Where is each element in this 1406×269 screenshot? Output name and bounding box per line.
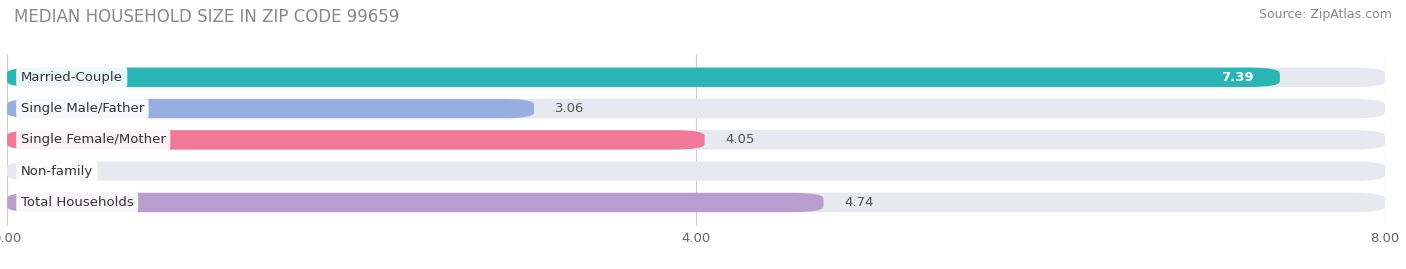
FancyBboxPatch shape	[7, 161, 1385, 181]
FancyBboxPatch shape	[7, 68, 1385, 87]
FancyBboxPatch shape	[7, 193, 824, 212]
FancyBboxPatch shape	[7, 130, 704, 150]
FancyBboxPatch shape	[7, 99, 1385, 118]
FancyBboxPatch shape	[7, 130, 1385, 150]
Text: 0.00: 0.00	[28, 165, 58, 178]
Text: Married-Couple: Married-Couple	[21, 71, 122, 84]
Text: Single Female/Mother: Single Female/Mother	[21, 133, 166, 146]
FancyBboxPatch shape	[7, 68, 1279, 87]
Text: Non-family: Non-family	[21, 165, 93, 178]
FancyBboxPatch shape	[7, 99, 534, 118]
Text: Total Households: Total Households	[21, 196, 134, 209]
Text: MEDIAN HOUSEHOLD SIZE IN ZIP CODE 99659: MEDIAN HOUSEHOLD SIZE IN ZIP CODE 99659	[14, 8, 399, 26]
Text: 4.05: 4.05	[725, 133, 755, 146]
Text: Source: ZipAtlas.com: Source: ZipAtlas.com	[1258, 8, 1392, 21]
Text: 4.74: 4.74	[844, 196, 873, 209]
Text: 7.39: 7.39	[1222, 71, 1254, 84]
FancyBboxPatch shape	[7, 193, 1385, 212]
Text: Single Male/Father: Single Male/Father	[21, 102, 143, 115]
Text: 3.06: 3.06	[555, 102, 583, 115]
